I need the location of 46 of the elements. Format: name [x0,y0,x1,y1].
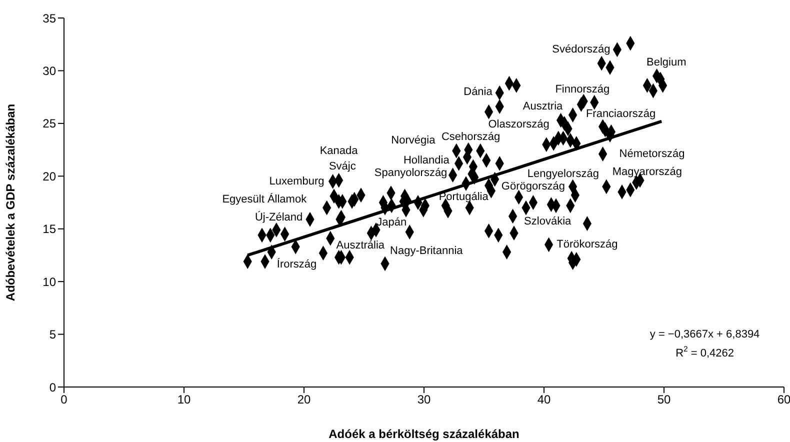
y-tick-label: 20 [42,169,56,184]
annotation: Törökország [556,238,618,251]
x-axis-title: Adóék a bérköltség százalékában [328,427,520,441]
annotation: Nagy-Britannia [390,244,464,257]
annotation: Görögország [501,180,565,193]
annotation: Svájc [328,160,356,173]
annotation: Finnország [555,84,610,96]
annotation: Ausztria [522,100,564,113]
annotation: Lengyelország [527,168,599,180]
annotation: y = −0,3667x + 6,8394 [650,328,760,340]
x-tick-label: 20 [297,392,311,407]
annotation: Ausztrália [336,240,386,252]
x-tick-label: 40 [537,392,551,407]
annotation: Portugália [438,191,490,204]
annotation: Németország [619,148,685,160]
y-tick-label: 10 [42,274,56,289]
annotation: Dánia [464,86,494,98]
annotation: Belgium [646,56,686,68]
annotation: Írország [276,258,317,271]
annotation: Új-Zéland [254,210,303,224]
annotation: Magyarország [612,166,682,178]
x-tick-label: 30 [417,392,431,407]
y-tick-label: 35 [42,11,56,26]
y-axis-title: Adóbevételek a GDP százalékában [3,104,18,302]
annotation: Olaszország [488,118,550,130]
annotation: Japán [376,216,407,229]
annotation: Csehország [441,131,500,144]
y-tick-label: 25 [42,116,56,131]
annotation: Franciaország [586,108,656,120]
annotation: Szlovákia [524,215,572,228]
annotation: Spanyolország [374,166,448,179]
annotation: R$^{2}$ = 0,4262 [676,344,734,360]
annotation: Kanada [320,144,359,157]
x-tick-label: 0 [60,392,68,407]
y-tick-label: 15 [42,222,56,236]
annotation: Norvégia [391,134,436,146]
y-tick-label: 0 [49,380,56,394]
y-tick-label: 30 [42,64,56,78]
y-tick-label: 5 [49,328,56,342]
annotation: Svédország [552,44,610,56]
annotation: Luxemburg [269,175,324,188]
annotation: Hollandia [403,154,450,166]
annotation: Egyesült Államok [222,192,308,206]
x-tick-label: 50 [657,392,671,407]
x-tick-label: 10 [177,392,191,407]
x-tick-label: 60 [777,392,790,407]
